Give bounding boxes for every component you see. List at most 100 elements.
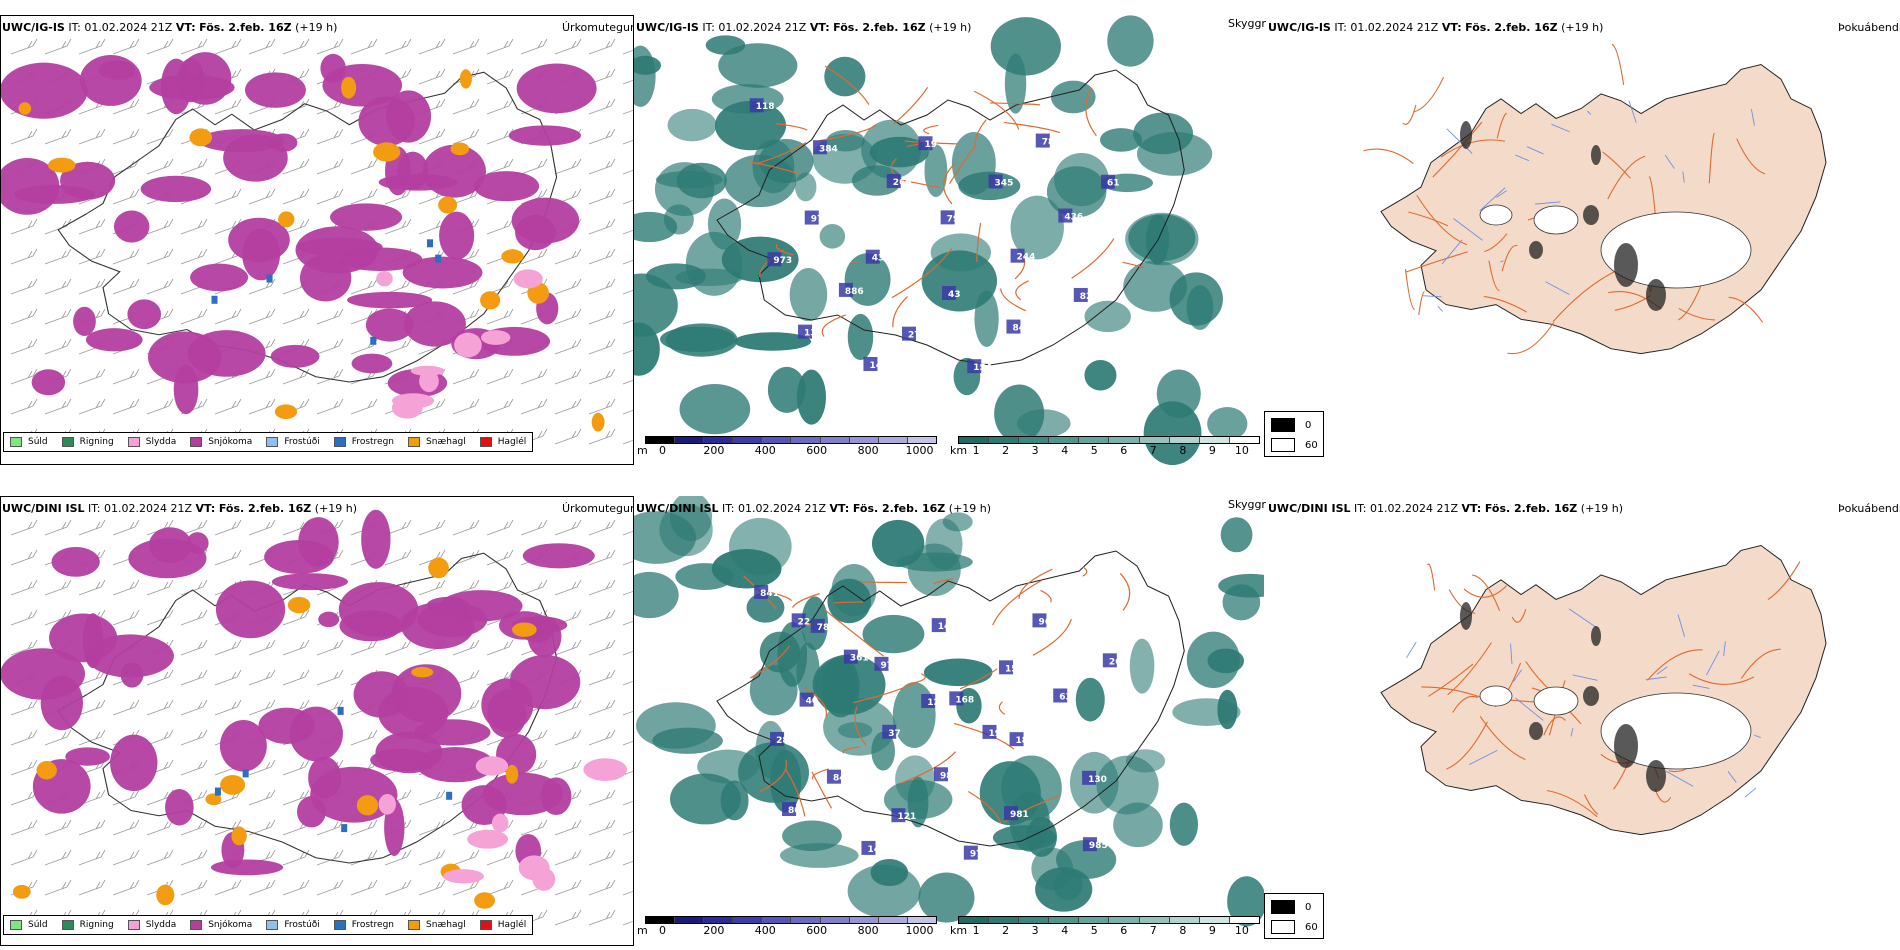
road xyxy=(1611,43,1625,86)
road xyxy=(854,706,867,746)
wind-barb xyxy=(622,199,633,205)
graupel-area xyxy=(411,666,434,678)
low-visibility-area xyxy=(675,563,734,591)
low-visibility-area xyxy=(652,727,723,754)
legend-label: Haglél xyxy=(497,920,527,930)
wind-barb xyxy=(112,609,140,626)
wind-barb xyxy=(588,278,616,295)
river xyxy=(1446,128,1473,154)
road xyxy=(1428,663,1474,697)
colorbar-tick-label: 8 xyxy=(1179,444,1187,457)
graupel-area xyxy=(274,404,298,420)
ceiling-label: 287 xyxy=(776,736,795,746)
wind-barb xyxy=(112,879,140,896)
road xyxy=(1647,649,1703,681)
road xyxy=(1511,608,1527,623)
wind-barb xyxy=(180,639,208,656)
snow-area xyxy=(351,353,393,374)
fog-indicator xyxy=(1646,760,1666,792)
precip-panel-name: Úrkomutegund xyxy=(562,502,644,515)
wind-barb xyxy=(554,368,582,385)
ceiling-patch xyxy=(1082,770,1097,785)
wind-barb xyxy=(180,308,208,325)
ceiling-patch xyxy=(1009,732,1024,747)
wind-barb xyxy=(622,409,633,415)
ceiling-colorbar: m 0 200 400 600 800 1000 xyxy=(637,436,937,457)
low-visibility-area xyxy=(1053,869,1083,901)
river xyxy=(1496,190,1507,198)
legend-label: Frostúði xyxy=(284,920,320,930)
valid-time-prefix: VT: xyxy=(809,21,830,34)
river xyxy=(1665,770,1694,787)
wind-barb xyxy=(622,560,633,566)
wind-barb xyxy=(316,368,344,385)
ceiling-patch xyxy=(1032,613,1047,628)
wind-barb xyxy=(112,278,140,295)
wind-barb xyxy=(486,38,514,55)
road xyxy=(1432,121,1483,178)
ceiling-label: 989 xyxy=(940,771,959,781)
colorbar-tick-label: 800 xyxy=(857,444,879,457)
wind-barb xyxy=(520,398,548,415)
wind-barb xyxy=(588,308,616,325)
fog-indicator xyxy=(1583,205,1599,225)
wind-barb xyxy=(146,729,174,746)
legend-label: Súld xyxy=(28,437,48,447)
visibility-colorbar-swatches xyxy=(958,916,1260,924)
snow-area xyxy=(110,734,158,792)
wind-barb xyxy=(44,398,72,415)
wind-barb xyxy=(520,579,548,596)
wind-barb xyxy=(10,248,38,265)
colorbar-unit: m xyxy=(637,444,648,457)
wind-barb xyxy=(180,699,208,716)
visibility-colorbar: km 1 2 3 4 5 6 7 8 9 10 xyxy=(950,916,1260,937)
colorbar-cell xyxy=(820,917,850,923)
river xyxy=(1515,697,1544,721)
sleet-area xyxy=(454,332,482,358)
road xyxy=(1479,715,1526,761)
freezing-rain-area xyxy=(446,791,453,800)
snow-area xyxy=(509,654,581,710)
legend-swatch xyxy=(61,920,74,930)
ceiling-colorbar-ticks: m 0 200 400 600 800 1000 xyxy=(637,924,937,937)
coastline xyxy=(716,550,1185,847)
sleet-area xyxy=(443,869,484,884)
wind-barb xyxy=(588,519,616,536)
lead-time: (+19 h) xyxy=(295,21,338,34)
graupel-area xyxy=(438,196,458,214)
low-visibility-area xyxy=(1075,677,1105,722)
wind-barb xyxy=(146,849,174,866)
panel-title: UWC/DINI ISL IT: 01.02.2024 21Z VT: Fös.… xyxy=(2,502,357,515)
legend-swatch xyxy=(333,920,346,930)
wind-barb xyxy=(146,218,174,235)
wind-barb xyxy=(316,158,344,175)
wind-barb xyxy=(588,248,616,265)
ceiling-label: 43 xyxy=(948,290,961,300)
ceiling-colorbar: m 0 200 400 600 800 1000 xyxy=(637,916,937,937)
fog-indicator xyxy=(1646,279,1666,311)
wind-barb xyxy=(78,128,106,145)
road xyxy=(1018,568,1053,600)
legend-item-frostudi: Frostúði xyxy=(266,920,320,930)
road xyxy=(1767,561,1801,601)
ceiling-label: 841 xyxy=(760,589,779,599)
colorbar-cell xyxy=(1079,917,1110,923)
wind-barb xyxy=(78,218,106,235)
model-name: UWC/DINI ISL xyxy=(1268,502,1351,515)
sleet-area xyxy=(391,397,423,419)
snow-area xyxy=(120,662,144,688)
snow-area xyxy=(1,648,86,700)
wind-barb xyxy=(248,789,276,806)
road xyxy=(1688,673,1755,685)
river xyxy=(1453,218,1483,241)
wind-barb xyxy=(44,729,72,746)
fog-indicator xyxy=(1614,243,1638,287)
sleet-area xyxy=(491,813,509,833)
wind-barb xyxy=(418,398,446,415)
wind-barb xyxy=(112,98,140,115)
wind-barb xyxy=(10,519,38,536)
wind-barb xyxy=(10,609,38,626)
wind-barb xyxy=(78,368,106,385)
legend-item-rigning: Rigning xyxy=(61,437,114,447)
river xyxy=(1406,641,1417,659)
